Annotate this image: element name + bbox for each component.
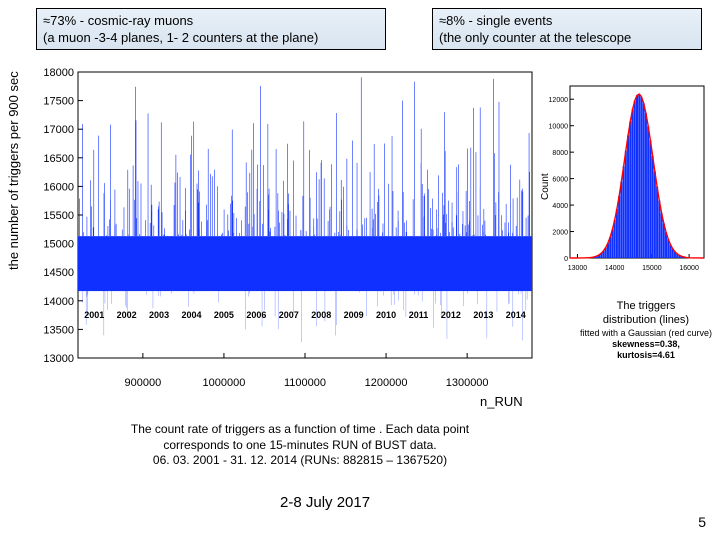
main-ylabel: the number of triggers per 900 sec (6, 71, 21, 270)
side-line2: distribution (lines) (576, 314, 716, 328)
main-xlabel: n_RUN (480, 394, 523, 409)
svg-text:15000: 15000 (642, 265, 662, 272)
svg-text:14000: 14000 (43, 296, 74, 308)
svg-text:2001: 2001 (84, 310, 104, 320)
body-cap-l2: corresponds to one 15-minutes RUN of BUS… (90, 438, 510, 454)
body-cap-l1: The count rate of triggers as a function… (90, 422, 510, 438)
side-stat1: skewness=0.38, (576, 339, 716, 350)
svg-text:6000: 6000 (552, 177, 568, 184)
svg-text:18000: 18000 (43, 67, 74, 79)
svg-text:1300000: 1300000 (446, 377, 489, 389)
header-right-line2: (the only counter at the telescope (439, 30, 695, 47)
svg-text:17500: 17500 (43, 96, 74, 108)
page-number: 5 (698, 514, 706, 530)
side-line1: The triggers (576, 300, 716, 314)
header-right-box: ≈8% - single events (the only counter at… (432, 8, 702, 50)
svg-text:2013: 2013 (473, 310, 493, 320)
svg-text:2009: 2009 (344, 310, 364, 320)
side-stat2: kurtosis=4.61 (576, 350, 716, 361)
header-left-line2: (a muon -3-4 planes, 1- 2 counters at th… (43, 30, 379, 47)
svg-text:2003: 2003 (149, 310, 169, 320)
svg-text:14000: 14000 (605, 265, 625, 272)
svg-text:2014: 2014 (506, 310, 526, 320)
svg-text:1200000: 1200000 (365, 377, 408, 389)
inset-chart: 0 2000 4000 6000 8000 10000 12000 13000 14000 150… (544, 80, 708, 280)
svg-text:16000: 16000 (679, 265, 699, 272)
svg-text:15500: 15500 (43, 210, 74, 222)
svg-text:17000: 17000 (43, 124, 74, 136)
svg-text:2008: 2008 (311, 310, 331, 320)
svg-text:15000: 15000 (43, 239, 74, 251)
body-cap-l3: 06. 03. 2001 - 31. 12. 2014 (RUNs: 88281… (90, 453, 510, 469)
svg-text:16000: 16000 (43, 181, 74, 193)
side-caption: The triggers distribution (lines) fitted… (576, 300, 716, 361)
svg-text:10000: 10000 (549, 124, 569, 131)
svg-text:14500: 14500 (43, 267, 74, 279)
svg-text:2012: 2012 (441, 310, 461, 320)
svg-text:1100000: 1100000 (284, 377, 326, 389)
svg-text:2005: 2005 (214, 310, 234, 320)
svg-text:4000: 4000 (552, 203, 568, 210)
side-sub: fitted with a Gaussian (red curve) (576, 328, 716, 339)
svg-text:1000000: 1000000 (203, 377, 246, 389)
svg-text:12000: 12000 (549, 97, 569, 104)
svg-text:2002: 2002 (117, 310, 137, 320)
footer-date: 2-8 July 2017 (280, 494, 370, 511)
svg-text:2007: 2007 (279, 310, 299, 320)
svg-text:2010: 2010 (376, 310, 396, 320)
svg-text:2000: 2000 (552, 230, 568, 237)
svg-text:16500: 16500 (43, 153, 74, 165)
svg-text:13000: 13000 (43, 353, 74, 365)
body-caption: The count rate of triggers as a function… (90, 422, 510, 469)
main-chart: 13000 13500 14000 14500 15000 15500 16000 16500… (36, 66, 536, 406)
svg-text:2004: 2004 (181, 310, 201, 320)
svg-text:8000: 8000 (552, 150, 568, 157)
header-left-box: ≈73% - cosmic-ray muons (a muon -3-4 pla… (36, 8, 386, 50)
svg-text:900000: 900000 (124, 377, 161, 389)
header-right-line1: ≈8% - single events (439, 13, 695, 30)
svg-text:0: 0 (564, 256, 568, 263)
svg-text:13000: 13000 (568, 265, 588, 272)
svg-text:2011: 2011 (409, 310, 429, 320)
header-left-line1: ≈73% - cosmic-ray muons (43, 13, 379, 30)
svg-text:13500: 13500 (43, 324, 74, 336)
svg-text:2006: 2006 (246, 310, 266, 320)
